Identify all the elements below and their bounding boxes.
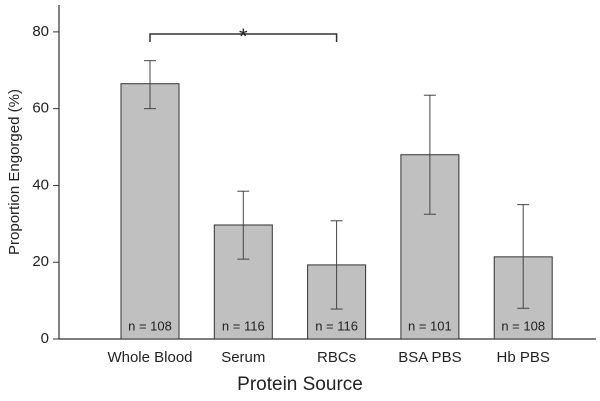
y-tick-label: 20 xyxy=(32,253,49,270)
bar xyxy=(120,83,180,340)
x-tick-label: Whole Blood xyxy=(107,349,192,366)
x-tick-label: RBCs xyxy=(317,349,356,366)
y-tick-label: 40 xyxy=(32,176,49,193)
x-tick-label: BSA PBS xyxy=(398,349,461,366)
n-label: n = 108 xyxy=(501,318,545,333)
y-tick-label: 80 xyxy=(32,23,49,40)
x-tick-label: Hb PBS xyxy=(497,349,550,366)
n-label: n = 116 xyxy=(315,318,358,333)
significance-label: * xyxy=(239,24,248,49)
n-label: n = 108 xyxy=(128,318,172,333)
n-label: n = 101 xyxy=(408,318,452,333)
x-tick-label: Serum xyxy=(221,349,265,366)
bar xyxy=(400,154,460,340)
n-label: n = 116 xyxy=(222,318,265,333)
significance-bracket xyxy=(149,33,338,42)
y-tick-label: 0 xyxy=(41,330,49,347)
y-axis-label: Proportion Engorged (%) xyxy=(6,89,23,255)
y-tick-label: 60 xyxy=(32,100,49,117)
x-axis-label: Protein Source xyxy=(237,374,363,395)
